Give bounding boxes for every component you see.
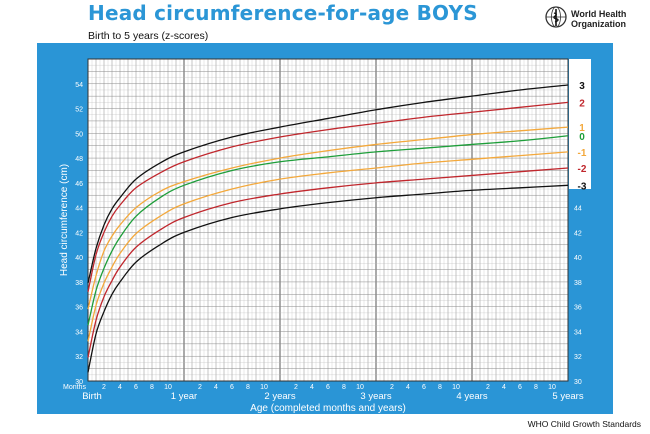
y-tick-label-left: 38: [75, 280, 83, 287]
x-tick-label-month: 6: [230, 384, 234, 391]
y-tick-label-left: 40: [75, 255, 83, 262]
z-score-line-0: [87, 135, 569, 326]
x-tick-label-month: 8: [342, 384, 346, 391]
x-tick-label-year: 1 year: [171, 391, 197, 402]
series-label-3: 3: [579, 81, 585, 92]
who-emblem-icon: [545, 6, 567, 28]
x-tick-label-year: 4 years: [456, 391, 487, 402]
chart-title: Head circumference-for-age BOYS: [88, 1, 478, 25]
x-tick-label-month: 2: [294, 384, 298, 391]
series-label-band: [569, 59, 591, 189]
x-tick-label-month: 8: [534, 384, 538, 391]
x-tick-label-month: 4: [310, 384, 314, 391]
footer-source: WHO Child Growth Standards: [527, 419, 641, 429]
series-label-minus1: -1: [578, 148, 587, 159]
x-tick-label-month: 8: [246, 384, 250, 391]
x-tick-label-year: 3 years: [360, 391, 391, 402]
z-score-line-3: [87, 84, 569, 284]
y-tick-label-left: 48: [75, 156, 83, 163]
z-score-line-2: [87, 101, 569, 292]
x-tick-label-month: 6: [518, 384, 522, 391]
x-tick-label-month: 4: [502, 384, 506, 391]
x-tick-label-month: 10: [164, 384, 172, 391]
x-tick-label-month: 10: [356, 384, 364, 391]
series-label-2: 2: [579, 98, 585, 109]
chart-panel: 3030323234343636383840404242444446464848…: [37, 43, 613, 414]
x-tick-label-month: 2: [486, 384, 490, 391]
y-tick-label-right: 36: [574, 305, 582, 312]
x-tick-label-year: 5 years: [552, 391, 583, 402]
x-tick-label-month: 10: [260, 384, 268, 391]
x-axis-label: Age (completed months and years): [250, 403, 406, 414]
z-score-line-minus3: [87, 184, 569, 373]
y-tick-label-right: 42: [574, 230, 582, 237]
y-tick-label-right: 38: [574, 280, 582, 287]
x-tick-label-month: 10: [452, 384, 460, 391]
series-label-0: 0: [579, 132, 585, 143]
who-logo: World Health Organization: [545, 6, 645, 36]
x-tick-label-month: 6: [326, 384, 330, 391]
series-label-minus3: -3: [578, 181, 587, 192]
who-name: World Health Organization: [571, 9, 626, 29]
z-score-line-minus2: [87, 167, 569, 358]
y-tick-label-left: 42: [75, 230, 83, 237]
y-tick-label-left: 32: [75, 354, 83, 361]
y-tick-label-left: 52: [75, 107, 83, 114]
y-tick-label-right: 40: [574, 255, 582, 262]
x-tick-label-month: 8: [438, 384, 442, 391]
y-tick-label-left: 50: [75, 131, 83, 138]
z-score-line-minus1: [87, 151, 569, 342]
plot-border: [87, 58, 569, 382]
y-tick-label-left: 44: [75, 206, 83, 213]
x-tick-label-month: 10: [548, 384, 556, 391]
y-axis-label: Head circumference (cm): [59, 164, 70, 276]
x-months-label: Months: [63, 384, 86, 391]
series-label-minus2: -2: [578, 164, 587, 175]
x-tick-label-year: 2 years: [264, 391, 295, 402]
x-tick-label-month: 6: [134, 384, 138, 391]
grid: [87, 58, 569, 382]
y-tick-label-left: 46: [75, 181, 83, 188]
y-tick-label-left: 30: [75, 379, 83, 386]
x-tick-label-year: Birth: [82, 391, 102, 402]
y-tick-label-left: 36: [75, 305, 83, 312]
org-line-2: Organization: [571, 19, 627, 29]
y-tick-label-right: 30: [574, 379, 582, 386]
z-score-line-1: [87, 126, 569, 310]
chart-subtitle: Birth to 5 years (z-scores): [88, 30, 209, 42]
y-tick-label-right: 44: [574, 206, 582, 213]
org-line-1: World Health: [571, 9, 627, 19]
x-tick-label-month: 2: [390, 384, 394, 391]
x-tick-label-month: 8: [150, 384, 154, 391]
y-tick-label-left: 34: [75, 329, 83, 336]
growth-chart: 3030323234343636383840404242444446464848…: [59, 58, 591, 414]
x-tick-label-month: 6: [422, 384, 426, 391]
x-tick-label-month: 4: [118, 384, 122, 391]
y-tick-label-right: 32: [574, 354, 582, 361]
x-tick-label-month: 4: [406, 384, 410, 391]
x-tick-label-month: 2: [198, 384, 202, 391]
series-label-1: 1: [579, 123, 585, 134]
x-tick-label-month: 4: [214, 384, 218, 391]
x-tick-label-month: 2: [102, 384, 106, 391]
y-tick-label-right: 34: [574, 329, 582, 336]
y-tick-label-left: 54: [75, 82, 83, 89]
